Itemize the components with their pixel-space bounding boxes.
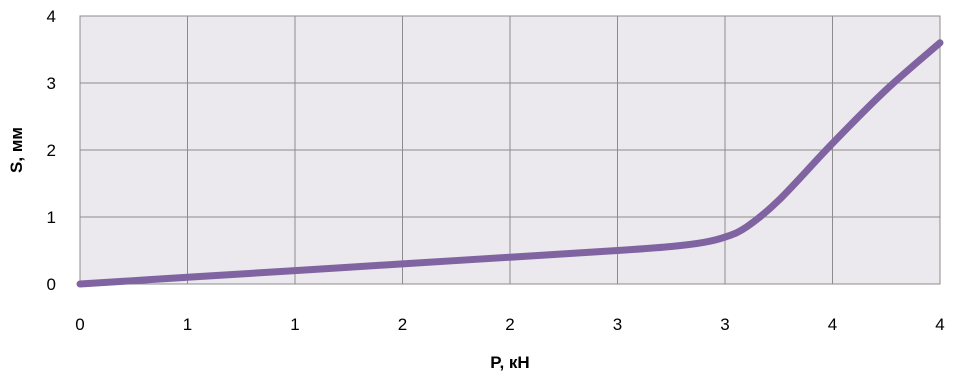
y-tick-label: 1 — [47, 208, 56, 227]
x-tick-label: 1 — [290, 315, 299, 334]
x-tick-label: 1 — [183, 315, 192, 334]
series-group — [76, 39, 944, 288]
plot-border — [79, 15, 941, 285]
x-axis-title: P, кН — [490, 353, 529, 372]
y-tick-label: 2 — [47, 141, 56, 160]
x-tick-label: 3 — [720, 315, 729, 334]
y-tick-label: 0 — [47, 275, 56, 294]
x-tick-label: 4 — [828, 315, 837, 334]
x-tick-labels: 0 1 1 2 2 3 3 4 4 — [75, 315, 944, 334]
x-tick-label: 4 — [935, 315, 944, 334]
x-tick-label: 2 — [505, 315, 514, 334]
y-tick-labels: 0 1 2 3 4 — [47, 7, 56, 294]
y-tick-label: 4 — [47, 7, 56, 26]
series-line — [76, 39, 944, 288]
y-tick-label: 3 — [47, 74, 56, 93]
x-tick-label: 3 — [613, 315, 622, 334]
x-tick-label: 2 — [398, 315, 407, 334]
y-axis-title: S, мм — [7, 127, 26, 173]
x-tick-label: 0 — [75, 315, 84, 334]
